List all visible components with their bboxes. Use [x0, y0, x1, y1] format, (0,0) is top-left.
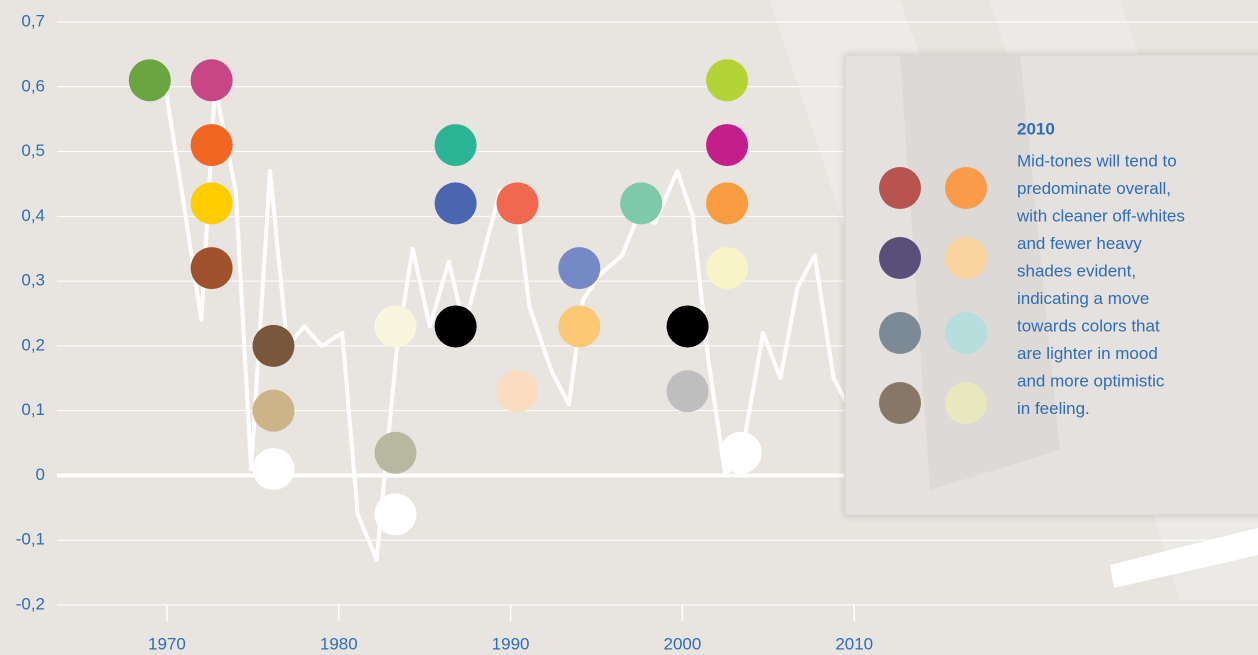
y-tick-label: -0,1	[16, 530, 45, 549]
swatch	[945, 167, 987, 209]
color-dot	[252, 448, 294, 490]
swatch	[945, 312, 987, 354]
x-tick-label: 1970	[148, 634, 186, 653]
color-dot	[129, 59, 171, 101]
swatch	[879, 237, 921, 279]
annotation-line: and more optimistic	[1017, 371, 1165, 390]
annotation-line: towards colors that	[1017, 316, 1160, 335]
swatch	[945, 237, 987, 279]
color-dot	[496, 182, 538, 224]
x-tick-label: 2000	[663, 634, 701, 653]
y-tick-label: -0,2	[16, 594, 45, 613]
color-dot	[706, 247, 748, 289]
y-tick-label: 0	[36, 465, 45, 484]
color-dot	[191, 182, 233, 224]
y-tick-label: 0,4	[21, 206, 45, 225]
annotation-line: predominate overall,	[1017, 179, 1171, 198]
y-tick-label: 0,1	[21, 400, 45, 419]
color-dot	[374, 305, 416, 347]
color-dot	[667, 370, 709, 412]
color-dot	[191, 124, 233, 166]
annotation-line: indicating a move	[1017, 289, 1149, 308]
annotation-panel: 2010 Mid-tones will tend to predominate o…	[845, 55, 1258, 515]
color-dot	[620, 182, 662, 224]
annotation-line: Mid-tones will tend to	[1017, 151, 1177, 170]
color-dot	[667, 305, 709, 347]
color-dot	[435, 305, 477, 347]
color-dot	[706, 59, 748, 101]
color-dot	[191, 247, 233, 289]
y-tick-label: 0,5	[21, 141, 45, 160]
color-dot	[252, 325, 294, 367]
y-tick-label: 0,7	[21, 11, 45, 30]
annotation-line: in feeling.	[1017, 399, 1090, 418]
swatch	[879, 167, 921, 209]
color-dot	[191, 59, 233, 101]
color-dot	[374, 432, 416, 474]
color-dot	[706, 124, 748, 166]
color-dot	[374, 493, 416, 535]
annotation-line: shades evident,	[1017, 261, 1136, 280]
x-tick-label: 1990	[492, 634, 530, 653]
y-tick-label: 0,2	[21, 335, 45, 354]
color-dot	[558, 247, 600, 289]
swatch	[879, 312, 921, 354]
color-dot	[252, 390, 294, 432]
color-dot	[435, 124, 477, 166]
y-tick-label: 0,6	[21, 76, 45, 95]
x-tick-label: 2010	[835, 634, 873, 653]
annotation-line: and fewer heavy	[1017, 234, 1142, 253]
color-dot	[720, 432, 762, 474]
color-dot	[558, 305, 600, 347]
y-tick-label: 0,3	[21, 271, 45, 290]
color-dot	[706, 182, 748, 224]
swatch	[945, 382, 987, 424]
swatch	[879, 382, 921, 424]
color-dot	[435, 182, 477, 224]
annotation-line: with cleaner off-whites	[1016, 206, 1185, 225]
x-tick-label: 1980	[320, 634, 358, 653]
color-dot	[496, 370, 538, 412]
annotation-title: 2010	[1017, 119, 1055, 138]
chart: 0,7 0,6 0,5 0,4 0,3 0,2 0,1 0 -0,1 -0,2 1970 1980 19…	[0, 0, 1258, 655]
annotation-line: are lighter in mood	[1017, 344, 1158, 363]
